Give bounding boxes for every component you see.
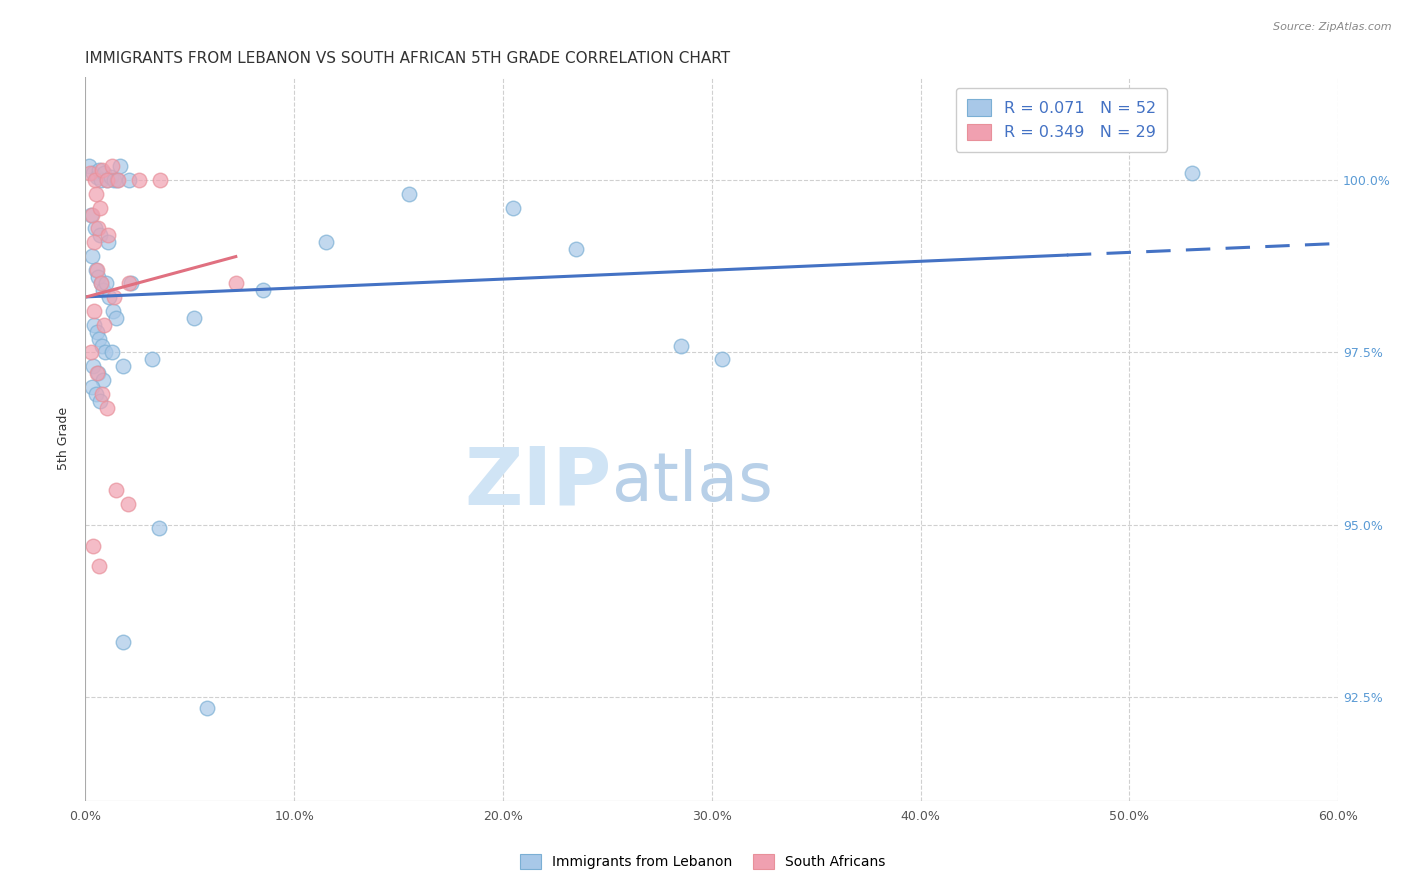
Point — [100, 159, 122, 173]
Point — [83, 318, 105, 332]
Point — [120, 277, 142, 291]
Point — [1181, 166, 1204, 180]
Point — [86, 325, 108, 339]
Point — [77, 159, 100, 173]
Point — [149, 173, 172, 187]
Point — [91, 338, 114, 352]
Point — [96, 173, 118, 187]
Point — [83, 221, 105, 235]
Point — [84, 262, 107, 277]
Point — [79, 207, 101, 221]
Point — [128, 173, 150, 187]
Point — [103, 173, 125, 187]
Point — [104, 310, 127, 325]
Point — [118, 173, 141, 187]
Y-axis label: 5th Grade: 5th Grade — [58, 407, 70, 470]
Point — [398, 186, 420, 201]
Point — [82, 539, 104, 553]
Legend: R = 0.071   N = 52, R = 0.349   N = 29: R = 0.071 N = 52, R = 0.349 N = 29 — [956, 88, 1167, 152]
Point — [100, 345, 122, 359]
Point — [104, 483, 127, 498]
Point — [83, 173, 105, 187]
Legend: Immigrants from Lebanon, South Africans: Immigrants from Lebanon, South Africans — [513, 847, 893, 876]
Point — [91, 387, 114, 401]
Point — [83, 304, 105, 318]
Point — [86, 366, 108, 380]
Point — [80, 249, 103, 263]
Point — [112, 635, 135, 649]
Point — [103, 290, 125, 304]
Point — [87, 366, 110, 380]
Point — [79, 345, 101, 359]
Point — [89, 228, 111, 243]
Point — [91, 284, 114, 298]
Point — [96, 173, 118, 187]
Point — [87, 221, 110, 235]
Text: Source: ZipAtlas.com: Source: ZipAtlas.com — [1274, 22, 1392, 32]
Point — [89, 201, 111, 215]
Point — [80, 207, 103, 221]
Point — [195, 700, 218, 714]
Point — [91, 373, 114, 387]
Point — [669, 338, 692, 352]
Point — [565, 242, 588, 256]
Text: atlas: atlas — [612, 449, 772, 515]
Point — [90, 277, 112, 291]
Point — [79, 166, 101, 180]
Point — [141, 352, 163, 367]
Point — [91, 162, 114, 177]
Point — [98, 290, 121, 304]
Point — [252, 284, 274, 298]
Text: IMMIGRANTS FROM LEBANON VS SOUTH AFRICAN 5TH GRADE CORRELATION CHART: IMMIGRANTS FROM LEBANON VS SOUTH AFRICAN… — [86, 51, 731, 66]
Point — [183, 310, 205, 325]
Point — [108, 159, 131, 173]
Point — [90, 277, 112, 291]
Point — [96, 401, 118, 415]
Point — [711, 352, 734, 367]
Point — [80, 380, 103, 394]
Point — [86, 262, 108, 277]
Point — [315, 235, 337, 249]
Point — [82, 359, 104, 374]
Point — [86, 169, 108, 184]
Point — [87, 269, 110, 284]
Point — [93, 166, 115, 180]
Point — [90, 173, 112, 187]
Point — [86, 186, 108, 201]
Point — [89, 393, 111, 408]
Point — [94, 345, 117, 359]
Point — [105, 173, 128, 187]
Point — [502, 201, 524, 215]
Point — [107, 173, 129, 187]
Point — [97, 235, 120, 249]
Text: ZIP: ZIP — [464, 443, 612, 521]
Point — [112, 359, 135, 374]
Point — [82, 166, 104, 180]
Point — [97, 228, 120, 243]
Point — [118, 277, 141, 291]
Point — [101, 304, 124, 318]
Point — [87, 332, 110, 346]
Point — [148, 521, 170, 535]
Point — [96, 277, 118, 291]
Point — [93, 318, 115, 332]
Point — [117, 497, 139, 511]
Point — [225, 277, 247, 291]
Point — [83, 235, 105, 249]
Point — [84, 387, 107, 401]
Point — [100, 169, 122, 184]
Point — [87, 162, 110, 177]
Point — [87, 559, 110, 574]
